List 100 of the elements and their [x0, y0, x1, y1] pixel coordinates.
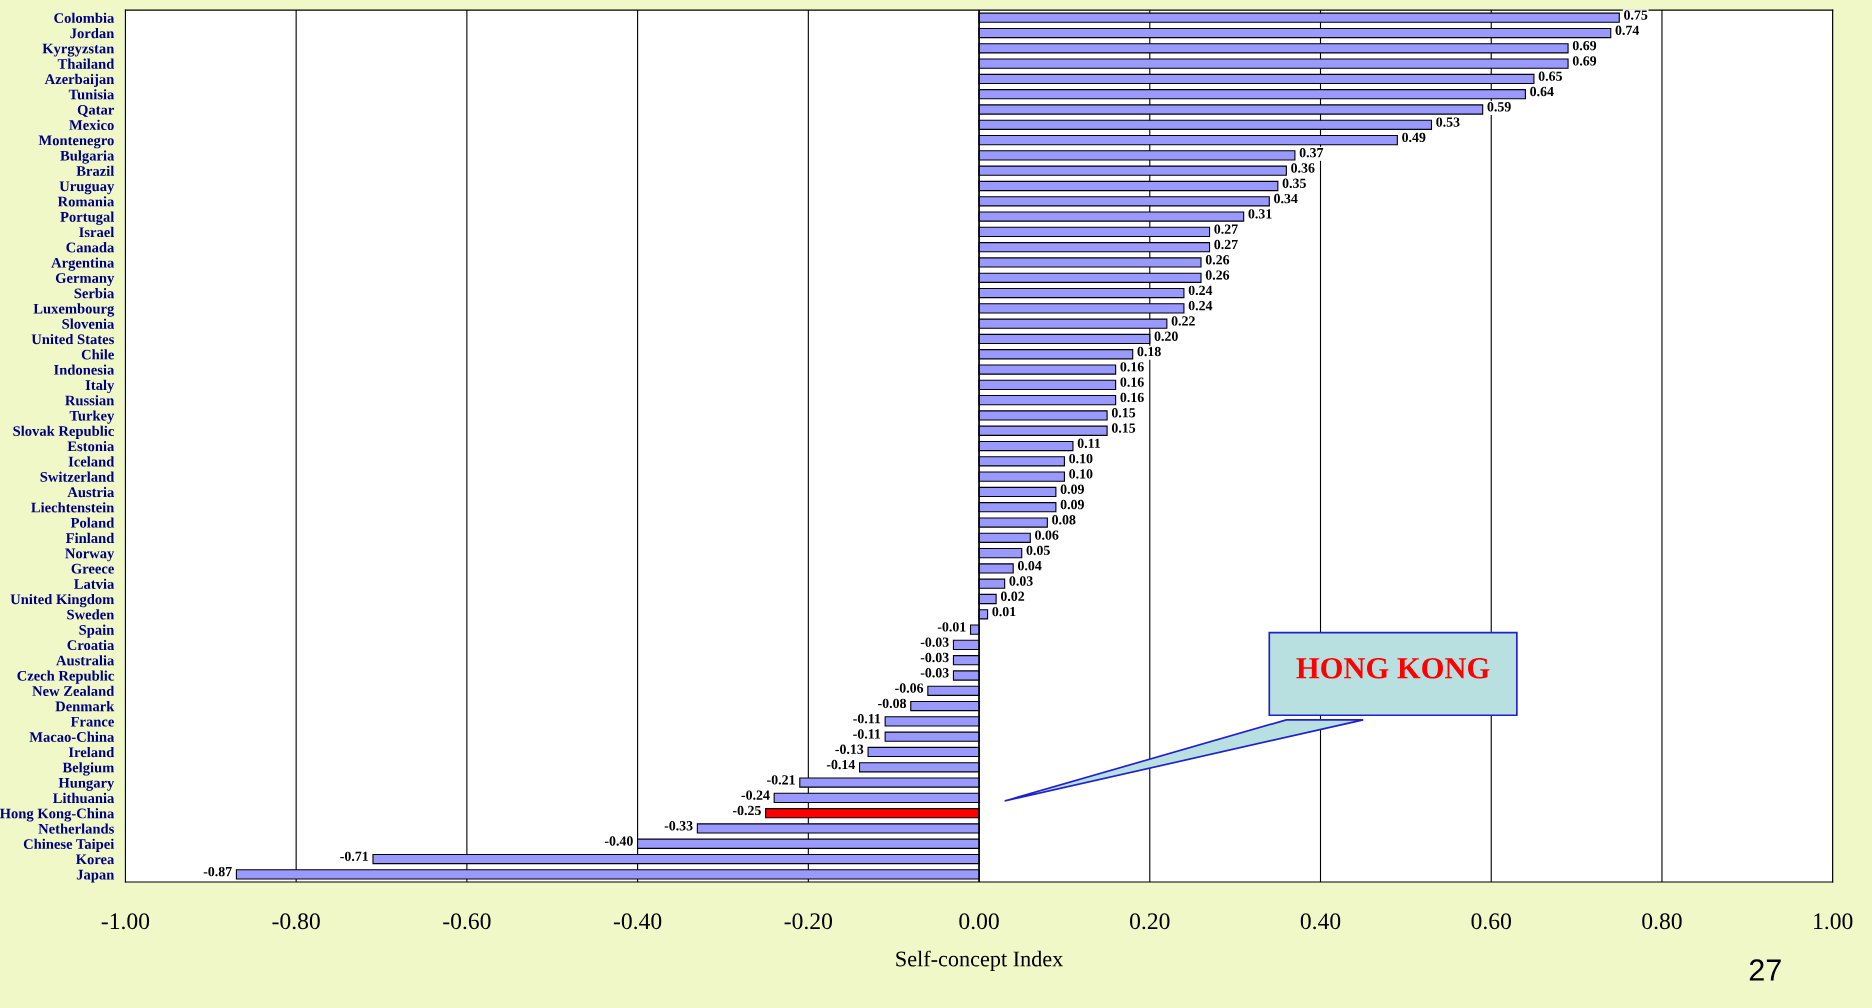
- y-tick-label: Netherlands: [38, 823, 114, 834]
- y-tick-label: Tunisia: [68, 89, 115, 100]
- y-tick-label: Finland: [65, 532, 115, 544]
- y-tick-label: Slovak Republic: [13, 425, 114, 439]
- data-label: -0.13: [835, 744, 864, 754]
- y-tick-label: Canada: [66, 242, 115, 253]
- y-tick-label: Luxembourg: [33, 303, 115, 317]
- y-tick-label: Montenegro: [38, 135, 114, 149]
- x-tick-label: -0.40: [613, 913, 662, 930]
- data-label: 0.10: [1069, 453, 1093, 464]
- y-tick-label: Argentina: [51, 257, 115, 271]
- data-label: -0.06: [895, 683, 924, 693]
- data-label: 0.36: [1291, 163, 1315, 173]
- x-tick-label: -0.60: [443, 913, 491, 930]
- y-tick-label: Estonia: [67, 440, 115, 452]
- y-tick-label: Kyrgyzstan: [42, 43, 115, 57]
- y-tick-label: Colombia: [54, 12, 115, 23]
- data-label: 0.37: [1299, 147, 1324, 158]
- data-label: 0.27: [1214, 239, 1238, 250]
- y-tick-label: Croatia: [67, 639, 115, 651]
- data-label: -0.33: [664, 821, 693, 831]
- y-tick-label: Australia: [56, 655, 115, 666]
- data-label: 0.10: [1069, 469, 1093, 479]
- y-tick-label: Chile: [81, 349, 114, 360]
- y-tick-label: Chinese Taipei: [23, 838, 115, 852]
- data-label: 0.18: [1137, 346, 1161, 357]
- y-tick-label: United States: [31, 333, 114, 345]
- y-tick-label: Israel: [79, 226, 115, 238]
- data-label: 0.34: [1274, 193, 1298, 204]
- y-tick-label: Thailand: [57, 58, 115, 69]
- x-tick-label: 0.60: [1471, 913, 1511, 930]
- data-label: -0.40: [604, 836, 633, 846]
- annotation: HONG KONG: [1296, 658, 1490, 679]
- data-label: 0.16: [1120, 362, 1144, 372]
- y-tick-label: Romania: [57, 196, 115, 207]
- y-tick-label: Japan: [76, 869, 115, 883]
- y-tick-label: Bulgaria: [60, 150, 115, 164]
- data-label: 0.35: [1282, 178, 1306, 188]
- y-tick-label: Uruguay: [59, 181, 115, 195]
- data-label: 0.16: [1120, 377, 1144, 387]
- y-tick-label: Slovenia: [62, 318, 115, 329]
- x-tick-label: 0.20: [1130, 913, 1170, 930]
- y-tick-label: Germany: [55, 273, 115, 286]
- data-label: 0.26: [1205, 270, 1230, 280]
- y-tick-label: Korea: [75, 854, 115, 865]
- y-tick-label: Italy: [85, 379, 115, 394]
- data-label: -0.08: [878, 698, 907, 709]
- data-label: 0.75: [1624, 10, 1648, 20]
- y-tick-label: Brazil: [76, 165, 115, 176]
- y-tick-label: France: [70, 716, 114, 727]
- y-tick-label: Austria: [67, 486, 115, 498]
- data-label: -0.24: [741, 790, 770, 800]
- data-label: -0.03: [920, 652, 949, 663]
- data-label: 0.16: [1120, 392, 1144, 403]
- data-label: -0.71: [340, 851, 368, 862]
- y-tick-label: Mexico: [69, 119, 114, 131]
- data-label: 0.24: [1188, 285, 1213, 296]
- y-tick-label: Denmark: [55, 701, 115, 712]
- y-tick-label: Sweden: [67, 609, 115, 620]
- y-tick-label: Qatar: [77, 104, 114, 117]
- data-label: 0.04: [1018, 560, 1042, 571]
- x-tick-label: 0.40: [1300, 913, 1341, 930]
- data-label: -0.03: [920, 637, 949, 647]
- x-tick-label: -0.20: [784, 913, 833, 930]
- y-tick-label: United Kingdom: [10, 593, 115, 608]
- data-label: 0.08: [1052, 515, 1076, 525]
- data-label: 0.69: [1572, 56, 1597, 66]
- data-label: 0.69: [1572, 40, 1597, 51]
- data-label: -0.11: [853, 729, 881, 739]
- data-label: 0.27: [1214, 224, 1238, 234]
- data-label: 0.20: [1154, 331, 1178, 341]
- data-label: 0.49: [1402, 132, 1426, 143]
- y-tick-label: Belgium: [62, 762, 115, 776]
- data-label: 0.03: [1009, 576, 1033, 586]
- y-tick-label: Ireland: [68, 746, 115, 758]
- y-tick-label: New Zealand: [32, 685, 115, 696]
- data-label: 0.09: [1060, 499, 1084, 510]
- data-label: 0.15: [1111, 408, 1136, 418]
- y-tick-label: Indonesia: [54, 364, 115, 375]
- y-tick-label: Latvia: [74, 578, 115, 589]
- data-label: 0.02: [1000, 591, 1025, 602]
- data-label: 0.53: [1436, 117, 1460, 127]
- data-label: 0.06: [1035, 530, 1059, 540]
- y-tick-label: Turkey: [69, 410, 115, 424]
- data-label: 0.59: [1487, 102, 1511, 112]
- x-tick-label: 0.00: [959, 913, 999, 930]
- data-label: -0.25: [732, 805, 761, 816]
- x-axis-title: Self-concept Index: [896, 950, 1064, 972]
- data-label: 0.15: [1111, 423, 1136, 433]
- data-label: 0.11: [1077, 438, 1101, 449]
- data-label: -0.03: [920, 668, 949, 678]
- data-label: 0.31: [1248, 209, 1272, 219]
- y-tick-label: Lithuania: [52, 792, 115, 804]
- y-tick-label: Iceland: [68, 456, 115, 467]
- data-label: 0.65: [1538, 71, 1562, 81]
- data-label: 0.74: [1615, 25, 1640, 36]
- x-tick-label: -0.80: [272, 913, 320, 930]
- data-label: 0.09: [1060, 484, 1084, 494]
- y-tick-label: Hong Kong-China: [0, 808, 115, 822]
- y-tick-label: Switzerland: [40, 471, 115, 482]
